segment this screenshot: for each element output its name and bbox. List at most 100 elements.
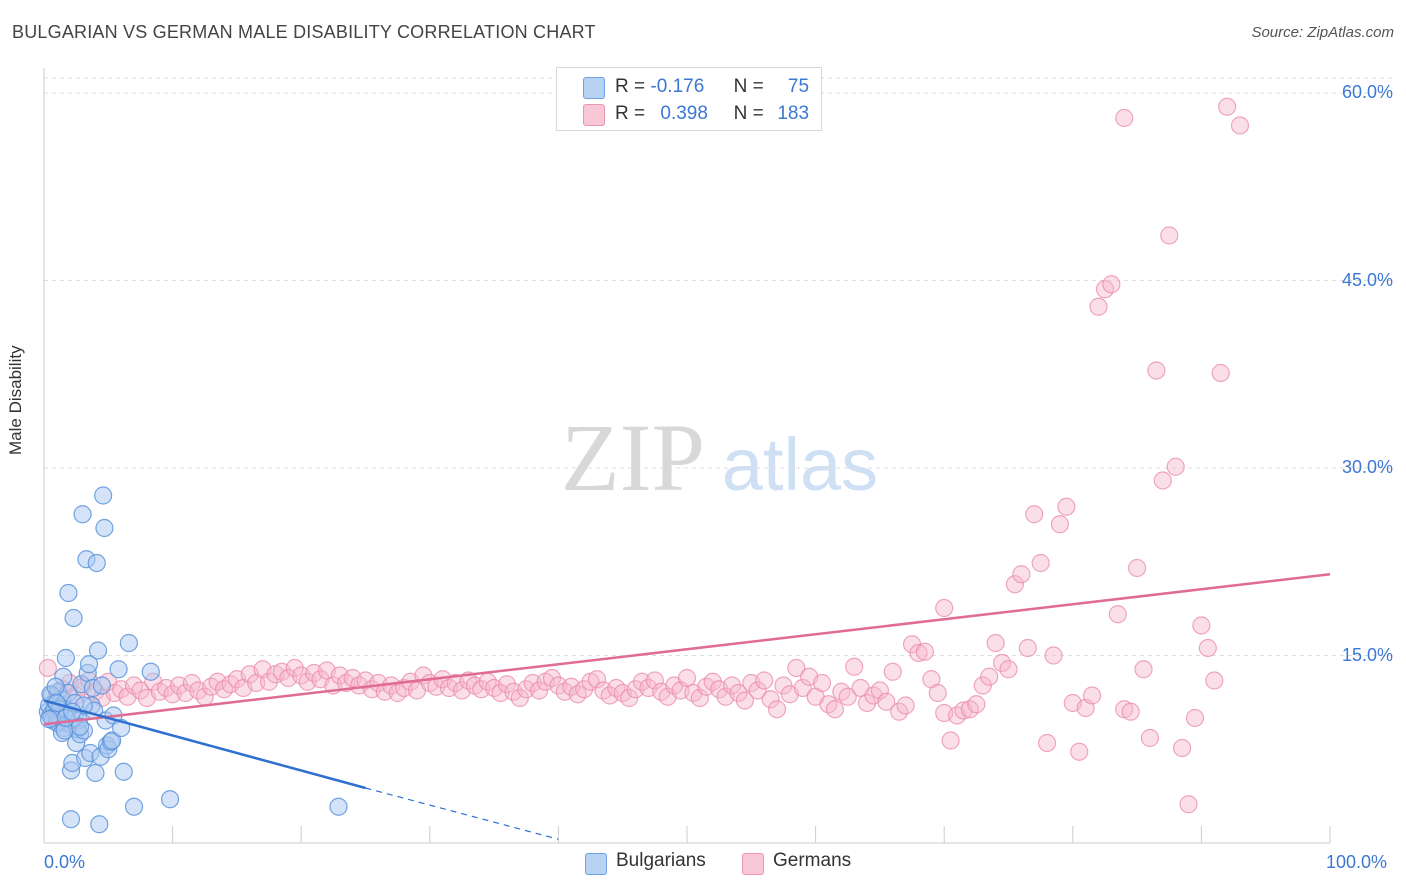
german-point <box>131 681 150 700</box>
bulgarian-point <box>61 810 81 829</box>
german-point <box>1205 671 1224 690</box>
german-point <box>1198 638 1217 658</box>
german-point <box>838 687 857 706</box>
german-point <box>735 691 754 710</box>
bulgarian-point <box>119 633 138 653</box>
german-point <box>1121 702 1140 721</box>
german-point <box>1115 108 1134 128</box>
german-point <box>690 688 709 708</box>
german-point <box>896 696 915 715</box>
bulgarian-point <box>59 583 78 603</box>
german-point <box>1102 275 1121 294</box>
german-point <box>1018 638 1037 658</box>
german-point <box>1211 363 1230 383</box>
bulgarian-point <box>56 648 75 668</box>
german-point <box>1230 116 1250 135</box>
german-point <box>1089 297 1108 316</box>
bottom-legend-germans: Germans <box>773 850 852 871</box>
german-point <box>1012 565 1031 584</box>
german-point <box>935 598 954 618</box>
german-point <box>1185 708 1205 728</box>
bottom-legend-germans-swatch <box>742 853 764 875</box>
german-point <box>1108 605 1127 624</box>
bulgarian-point <box>94 486 113 505</box>
german-trend-line <box>43 573 1331 726</box>
german-point <box>1025 505 1044 524</box>
source-label: Source: ZipAtlas.com <box>1251 24 1394 41</box>
bottom-legend-bulgarians: Bulgarians <box>616 850 706 871</box>
german-point <box>1179 795 1198 814</box>
germans-swatch <box>583 104 605 126</box>
german-point <box>1160 226 1179 245</box>
german-point <box>703 672 722 691</box>
german-point <box>497 675 517 694</box>
bulgarian-trend-extension <box>365 787 559 840</box>
german-point <box>755 671 774 690</box>
german-point <box>182 673 201 693</box>
watermark-zip: ZIP <box>561 404 705 511</box>
german-point <box>1044 646 1063 665</box>
german-point <box>761 690 780 709</box>
bulgarian-point <box>103 731 122 750</box>
german-point <box>1147 361 1166 380</box>
bottom-legend-bulgarians-swatch <box>585 853 607 875</box>
german-point <box>1192 616 1211 635</box>
german-point <box>472 680 491 699</box>
german-point <box>825 700 844 719</box>
german-point <box>1057 497 1076 516</box>
bulgarian-point <box>79 655 99 674</box>
german-point <box>523 673 542 693</box>
y-tick-label: 60.0% <box>1341 82 1393 102</box>
german-point <box>587 670 607 689</box>
bulgarian-point <box>86 763 105 783</box>
bulgarian-point <box>64 608 83 628</box>
german-point <box>845 657 864 676</box>
german-point <box>575 680 594 699</box>
german-point <box>941 731 960 750</box>
german-point <box>967 695 986 714</box>
bulgarian-point <box>90 815 109 834</box>
german-point <box>986 633 1005 653</box>
german-point <box>729 683 748 703</box>
bulgarian-point <box>329 797 348 816</box>
bulgarian-trend-line <box>43 699 366 790</box>
german-point <box>542 668 562 688</box>
x-tick-min: 0.0% <box>44 852 86 872</box>
german-point <box>999 660 1018 679</box>
german-point <box>1166 457 1185 476</box>
german-point <box>645 671 664 690</box>
bulgarian-point <box>141 662 160 681</box>
german-point <box>1031 553 1050 573</box>
german-point <box>857 693 877 713</box>
german-point <box>1153 471 1172 490</box>
german-point <box>877 692 896 711</box>
german-point <box>1140 728 1160 748</box>
german-point <box>38 658 57 678</box>
german-point <box>909 643 928 663</box>
german-point <box>793 678 812 698</box>
bulgarian-point <box>70 717 90 736</box>
bulgarians-stats: R = -0.176 N = 75 <box>615 76 810 97</box>
german-point <box>1082 686 1102 705</box>
bulgarians-swatch <box>583 77 605 99</box>
bulgarian-point <box>124 797 144 816</box>
germans-stats: R = 0.398 N = 183 <box>615 103 810 124</box>
german-point <box>870 681 890 700</box>
german-point <box>928 683 947 703</box>
bulgarian-point <box>109 660 128 679</box>
german-point <box>748 681 767 700</box>
german-point <box>1050 515 1070 534</box>
x-tick-max: 100.0% <box>1326 852 1388 872</box>
bulgarian-point <box>87 553 106 573</box>
german-point <box>812 673 832 693</box>
chart-title: BULGARIAN VS GERMAN MALE DISABILITY CORR… <box>12 22 596 42</box>
german-point <box>915 642 935 661</box>
german-point <box>883 662 902 681</box>
german-point <box>626 680 645 699</box>
bulgarian-point <box>40 710 59 729</box>
bulgarian-point <box>88 641 108 660</box>
y-tick-label: 30.0% <box>1341 457 1393 477</box>
german-point <box>722 676 742 695</box>
bulgarian-point <box>73 505 92 524</box>
german-point <box>1134 660 1153 679</box>
